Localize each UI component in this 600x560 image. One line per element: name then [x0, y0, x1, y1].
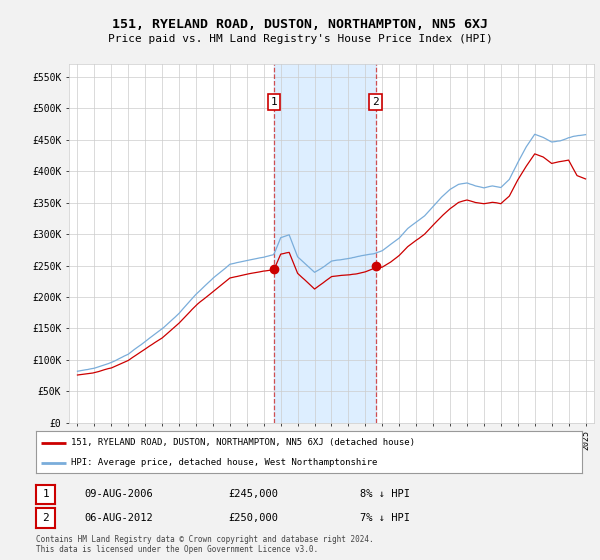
Text: 151, RYELAND ROAD, DUSTON, NORTHAMPTON, NN5 6XJ (detached house): 151, RYELAND ROAD, DUSTON, NORTHAMPTON, … [71, 438, 415, 447]
Text: £250,000: £250,000 [228, 513, 278, 523]
Text: 06-AUG-2012: 06-AUG-2012 [84, 513, 153, 523]
Text: Contains HM Land Registry data © Crown copyright and database right 2024.
This d: Contains HM Land Registry data © Crown c… [36, 535, 374, 554]
Text: 8% ↓ HPI: 8% ↓ HPI [360, 489, 410, 500]
Text: £245,000: £245,000 [228, 489, 278, 500]
Text: 7% ↓ HPI: 7% ↓ HPI [360, 513, 410, 523]
Text: 151, RYELAND ROAD, DUSTON, NORTHAMPTON, NN5 6XJ: 151, RYELAND ROAD, DUSTON, NORTHAMPTON, … [112, 18, 488, 31]
Text: 2: 2 [42, 513, 49, 523]
Text: 1: 1 [42, 489, 49, 500]
Bar [274, 64, 376, 423]
Text: 1: 1 [271, 97, 277, 107]
Text: 2: 2 [372, 97, 379, 107]
Text: Price paid vs. HM Land Registry's House Price Index (HPI): Price paid vs. HM Land Registry's House … [107, 34, 493, 44]
Text: HPI: Average price, detached house, West Northamptonshire: HPI: Average price, detached house, West… [71, 458, 378, 467]
Text: 09-AUG-2006: 09-AUG-2006 [84, 489, 153, 500]
